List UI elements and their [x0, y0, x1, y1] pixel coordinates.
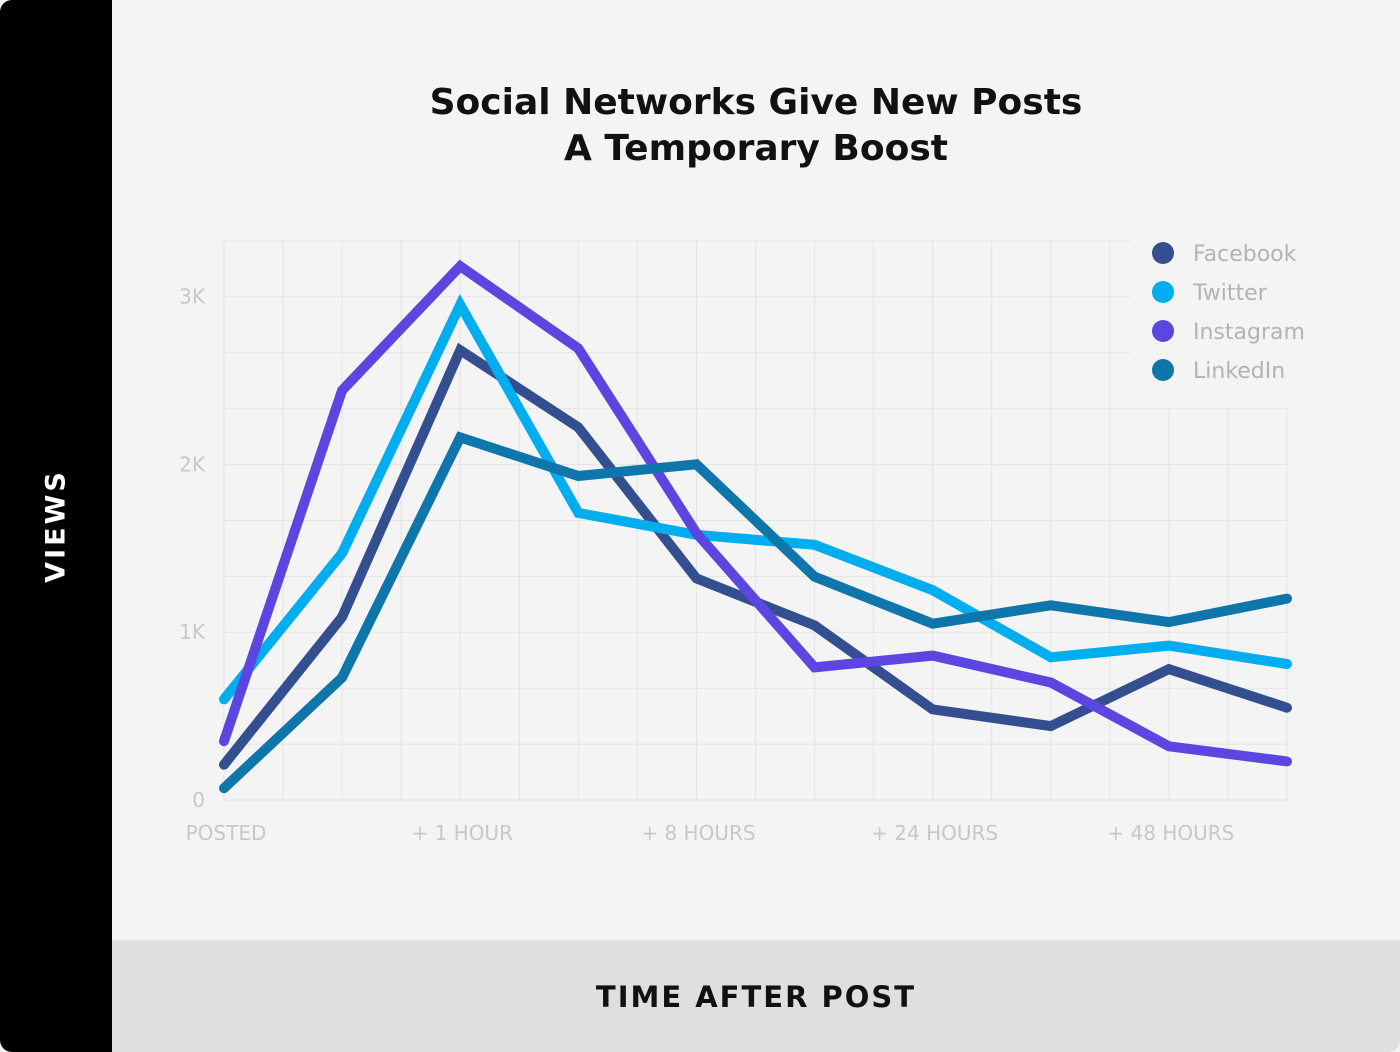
- y-axis-panel: VIEWS: [0, 0, 112, 1052]
- legend-marker-instagram: [1152, 320, 1174, 342]
- y-tick-label: 0: [192, 788, 205, 812]
- y-tick-label: 1K: [179, 620, 206, 644]
- y-tick-label: 2K: [179, 452, 206, 476]
- legend-marker-linkedin: [1152, 359, 1174, 381]
- legend-label-instagram: Instagram: [1193, 320, 1305, 345]
- series-line-instagram: [219, 259, 1292, 767]
- x-tick-label: + 24 HOURS: [871, 821, 998, 845]
- chart-title-line-2: A Temporary Boost: [564, 128, 948, 169]
- legend-label-twitter: Twitter: [1192, 281, 1268, 306]
- series-line-twitter: [219, 293, 1292, 705]
- legend-marker-twitter: [1152, 281, 1174, 303]
- legend-label-facebook: Facebook: [1193, 242, 1297, 267]
- legend-marker-facebook: [1152, 242, 1174, 264]
- x-tick-label: POSTED: [186, 821, 267, 845]
- x-tick-label: + 1 HOUR: [411, 821, 513, 845]
- y-tick-label: 3K: [179, 284, 206, 308]
- x-tick-label: + 8 HOURS: [641, 821, 755, 845]
- x-tick-label: + 48 HOURS: [1107, 821, 1234, 845]
- x-axis-label: TIME AFTER POST: [595, 980, 917, 1014]
- legend-label-linkedin: LinkedIn: [1193, 359, 1285, 384]
- x-axis-panel: TIME AFTER POST: [112, 940, 1400, 1052]
- series-line-linkedin: [219, 431, 1292, 794]
- chart-title: Social Networks Give New Posts A Tempora…: [112, 80, 1400, 172]
- line-chart: 0 1K 2K 3K POSTED + 1 HOUR + 8 HOURS + 24 HOURS…: [179, 240, 1305, 845]
- chart-title-line-1: Social Networks Give New Posts: [429, 82, 1083, 123]
